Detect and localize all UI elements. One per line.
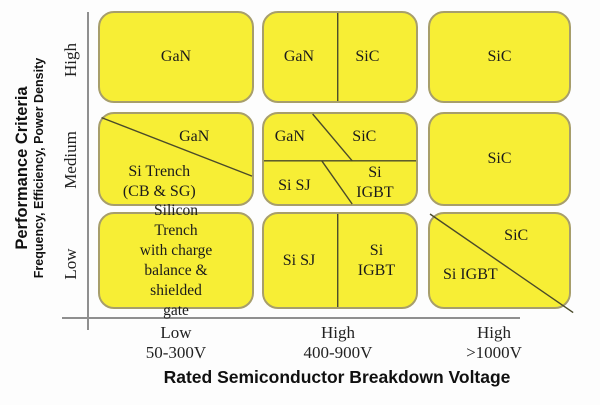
x-tick-level: High — [477, 323, 511, 342]
cell-divider-lines — [100, 114, 252, 204]
x-tick-level: Low — [160, 323, 192, 342]
tech-label-si-igbt: Si IGBT — [357, 241, 396, 279]
tech-label-gan: GaN — [160, 48, 192, 65]
cell-high-lowvoltage: GaN — [98, 11, 254, 103]
tech-label-si-sj: Si SJ — [278, 177, 311, 194]
tech-label-gan: GaN — [274, 127, 305, 145]
cell-high-highvoltage: SiC — [428, 11, 571, 103]
x-tick-range: 400-900V — [303, 343, 373, 362]
tech-label-sic: SiC — [352, 127, 377, 145]
tech-label-gan: GaN — [283, 48, 315, 65]
y-tick-medium: Medium — [61, 131, 80, 189]
y-tick-low: Low — [61, 248, 80, 280]
y-tick-high: High — [61, 43, 80, 77]
x-axis-line — [62, 317, 520, 319]
tech-label-si-trench: Si Trench (CB & SG) — [122, 163, 196, 201]
cell-low-lowvoltage: Silicon Trench with charge balance & shi… — [98, 202, 254, 319]
cell-low-midvoltage: Si SJ Si IGBT — [262, 212, 418, 309]
tech-label-sic: SiC — [487, 48, 512, 65]
x-tick-range: 50-300V — [145, 343, 207, 362]
tech-label-si-igbt: Si IGBT — [442, 266, 498, 284]
tech-label-sic: SiC — [355, 48, 380, 65]
tech-label-silicon-trench: Silicon Trench with charge balance & shi… — [139, 201, 213, 319]
tech-label-si-sj: Si SJ — [282, 251, 316, 269]
cell-medium-midvoltage: GaN SiC Si SJ Si IGBT — [262, 112, 418, 206]
cell-medium-highvoltage: SiC — [428, 112, 571, 206]
tech-label-gan: GaN — [179, 128, 210, 146]
x-tick-range: >1000V — [466, 343, 522, 362]
tech-label-sic: SiC — [504, 227, 529, 245]
tech-label-si-igbt: Si IGBT — [356, 164, 394, 202]
y-axis-title-block: Performance Criteria Frequency, Efficien… — [13, 0, 47, 348]
x-tick-level: High — [320, 323, 355, 342]
y-axis-line — [87, 12, 89, 330]
y-axis-subtitle: Frequency, Efficiency, Power Density — [32, 57, 46, 279]
x-tick-mid-voltage: High 400-900V — [304, 323, 373, 363]
x-axis-title: Rated Semiconductor Breakdown Voltage — [163, 367, 511, 387]
cell-divider-lines — [264, 114, 416, 204]
y-axis-title: Performance Criteria — [13, 86, 31, 250]
cell-low-highvoltage: SiC Si IGBT — [428, 212, 571, 309]
cell-divider-lines — [264, 214, 416, 307]
cell-high-midvoltage: GaN SiC — [262, 11, 418, 103]
cell-divider-lines — [264, 13, 416, 101]
x-tick-high-voltage: High >1000V — [466, 323, 522, 363]
x-tick-low-voltage: Low 50-300V — [146, 323, 206, 363]
cell-divider-lines — [430, 214, 569, 307]
tech-label-sic: SiC — [487, 150, 512, 167]
cell-medium-lowvoltage: GaN Si Trench (CB & SG) — [98, 112, 254, 206]
